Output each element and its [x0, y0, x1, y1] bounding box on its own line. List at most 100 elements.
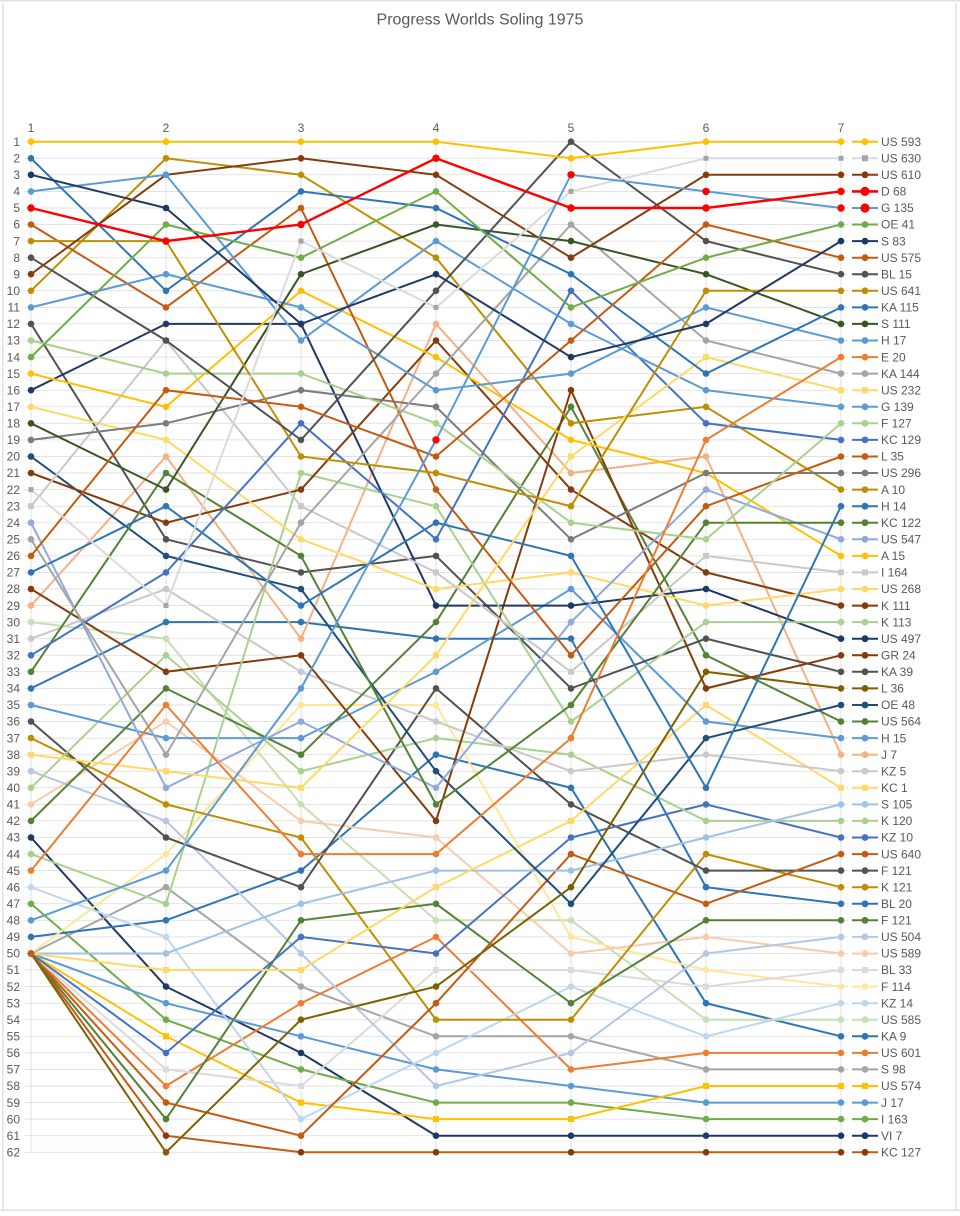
- svg-text:37: 37: [7, 731, 21, 745]
- svg-text:53: 53: [7, 996, 21, 1010]
- svg-text:27: 27: [7, 566, 21, 580]
- svg-text:K 121: K 121: [881, 880, 913, 894]
- svg-text:25: 25: [7, 533, 21, 547]
- svg-text:23: 23: [7, 499, 21, 513]
- svg-text:16: 16: [7, 383, 21, 397]
- svg-text:H 14: H 14: [881, 499, 907, 513]
- svg-text:58: 58: [7, 1079, 21, 1093]
- svg-text:10: 10: [7, 284, 21, 298]
- svg-text:G 139: G 139: [881, 400, 914, 414]
- svg-text:BL 33: BL 33: [881, 963, 912, 977]
- svg-text:KC 1: KC 1: [881, 781, 908, 795]
- svg-text:H 17: H 17: [881, 334, 907, 348]
- svg-text:US 585: US 585: [881, 1013, 921, 1027]
- svg-text:US 504: US 504: [881, 930, 921, 944]
- svg-text:34: 34: [7, 682, 21, 696]
- svg-text:L 35: L 35: [881, 450, 904, 464]
- svg-text:45: 45: [7, 864, 21, 878]
- svg-text:US 630: US 630: [881, 152, 921, 166]
- svg-text:F 121: F 121: [881, 864, 912, 878]
- svg-text:31: 31: [7, 632, 21, 646]
- svg-text:S 111: S 111: [881, 317, 911, 331]
- svg-text:47: 47: [7, 897, 21, 911]
- svg-text:I 164: I 164: [881, 566, 908, 580]
- svg-text:6: 6: [13, 218, 20, 232]
- svg-text:I 163: I 163: [881, 1112, 908, 1126]
- svg-text:48: 48: [7, 914, 21, 928]
- svg-text:K 120: K 120: [881, 814, 913, 828]
- svg-text:S 98: S 98: [881, 1063, 906, 1077]
- svg-text:50: 50: [7, 947, 21, 961]
- svg-text:46: 46: [7, 880, 21, 894]
- svg-text:KA 9: KA 9: [881, 1030, 907, 1044]
- svg-text:15: 15: [7, 367, 21, 381]
- svg-text:6: 6: [703, 121, 710, 135]
- svg-text:5: 5: [568, 121, 575, 135]
- svg-text:54: 54: [7, 1013, 21, 1027]
- svg-text:22: 22: [7, 483, 21, 497]
- svg-text:Progress Worlds Soling 1975: Progress Worlds Soling 1975: [377, 12, 584, 29]
- svg-text:52: 52: [7, 980, 21, 994]
- svg-text:US 497: US 497: [881, 632, 921, 646]
- svg-text:OE 48: OE 48: [881, 698, 915, 712]
- svg-text:9: 9: [13, 267, 20, 281]
- svg-text:K 113: K 113: [881, 615, 912, 629]
- svg-text:H 15: H 15: [881, 731, 907, 745]
- svg-text:F 114: F 114: [881, 980, 911, 994]
- svg-text:J 7: J 7: [881, 748, 897, 762]
- svg-text:41: 41: [7, 798, 21, 812]
- svg-text:KC 122: KC 122: [881, 516, 921, 530]
- svg-text:26: 26: [7, 549, 21, 563]
- svg-text:F 121: F 121: [881, 914, 912, 928]
- svg-text:GR 24: GR 24: [881, 649, 916, 663]
- svg-text:A 15: A 15: [881, 549, 905, 563]
- svg-text:35: 35: [7, 698, 21, 712]
- svg-text:A 10: A 10: [881, 483, 905, 497]
- svg-text:14: 14: [7, 350, 21, 364]
- svg-text:US 564: US 564: [881, 715, 921, 729]
- svg-text:KZ 10: KZ 10: [881, 831, 913, 845]
- svg-text:40: 40: [7, 781, 21, 795]
- svg-text:12: 12: [7, 317, 21, 331]
- svg-text:4: 4: [13, 185, 20, 199]
- svg-text:US 296: US 296: [881, 466, 921, 480]
- svg-text:BL 15: BL 15: [881, 267, 912, 281]
- svg-text:44: 44: [7, 847, 21, 861]
- svg-text:F 127: F 127: [881, 417, 912, 431]
- svg-text:3: 3: [13, 168, 20, 182]
- svg-text:17: 17: [7, 400, 21, 414]
- svg-text:4: 4: [433, 121, 440, 135]
- svg-text:29: 29: [7, 599, 21, 613]
- svg-text:8: 8: [13, 251, 20, 265]
- svg-text:D 68: D 68: [881, 185, 907, 199]
- svg-text:13: 13: [7, 334, 21, 348]
- svg-text:1: 1: [13, 135, 20, 149]
- svg-text:51: 51: [7, 963, 21, 977]
- svg-text:5: 5: [13, 201, 20, 215]
- svg-text:56: 56: [7, 1046, 21, 1060]
- svg-text:55: 55: [7, 1030, 21, 1044]
- svg-text:BL 20: BL 20: [881, 897, 912, 911]
- svg-text:L 36: L 36: [881, 682, 904, 696]
- svg-text:KC 127: KC 127: [881, 1146, 921, 1160]
- svg-text:2: 2: [163, 121, 170, 135]
- svg-text:3: 3: [298, 121, 305, 135]
- svg-text:J 17: J 17: [881, 1096, 904, 1110]
- svg-text:32: 32: [7, 649, 21, 663]
- svg-text:K 111: K 111: [881, 599, 911, 613]
- svg-text:20: 20: [7, 450, 21, 464]
- svg-text:43: 43: [7, 831, 21, 845]
- svg-text:US 601: US 601: [881, 1046, 921, 1060]
- svg-text:33: 33: [7, 665, 21, 679]
- svg-text:28: 28: [7, 582, 21, 596]
- svg-text:24: 24: [7, 516, 21, 530]
- svg-text:38: 38: [7, 748, 21, 762]
- svg-text:KZ 5: KZ 5: [881, 764, 907, 778]
- svg-text:1: 1: [28, 121, 35, 135]
- svg-text:KC 129: KC 129: [881, 433, 921, 447]
- svg-text:US 641: US 641: [881, 284, 921, 298]
- svg-text:S 83: S 83: [881, 234, 906, 248]
- svg-text:KA 39: KA 39: [881, 665, 913, 679]
- svg-text:61: 61: [7, 1129, 21, 1143]
- svg-text:62: 62: [7, 1146, 21, 1160]
